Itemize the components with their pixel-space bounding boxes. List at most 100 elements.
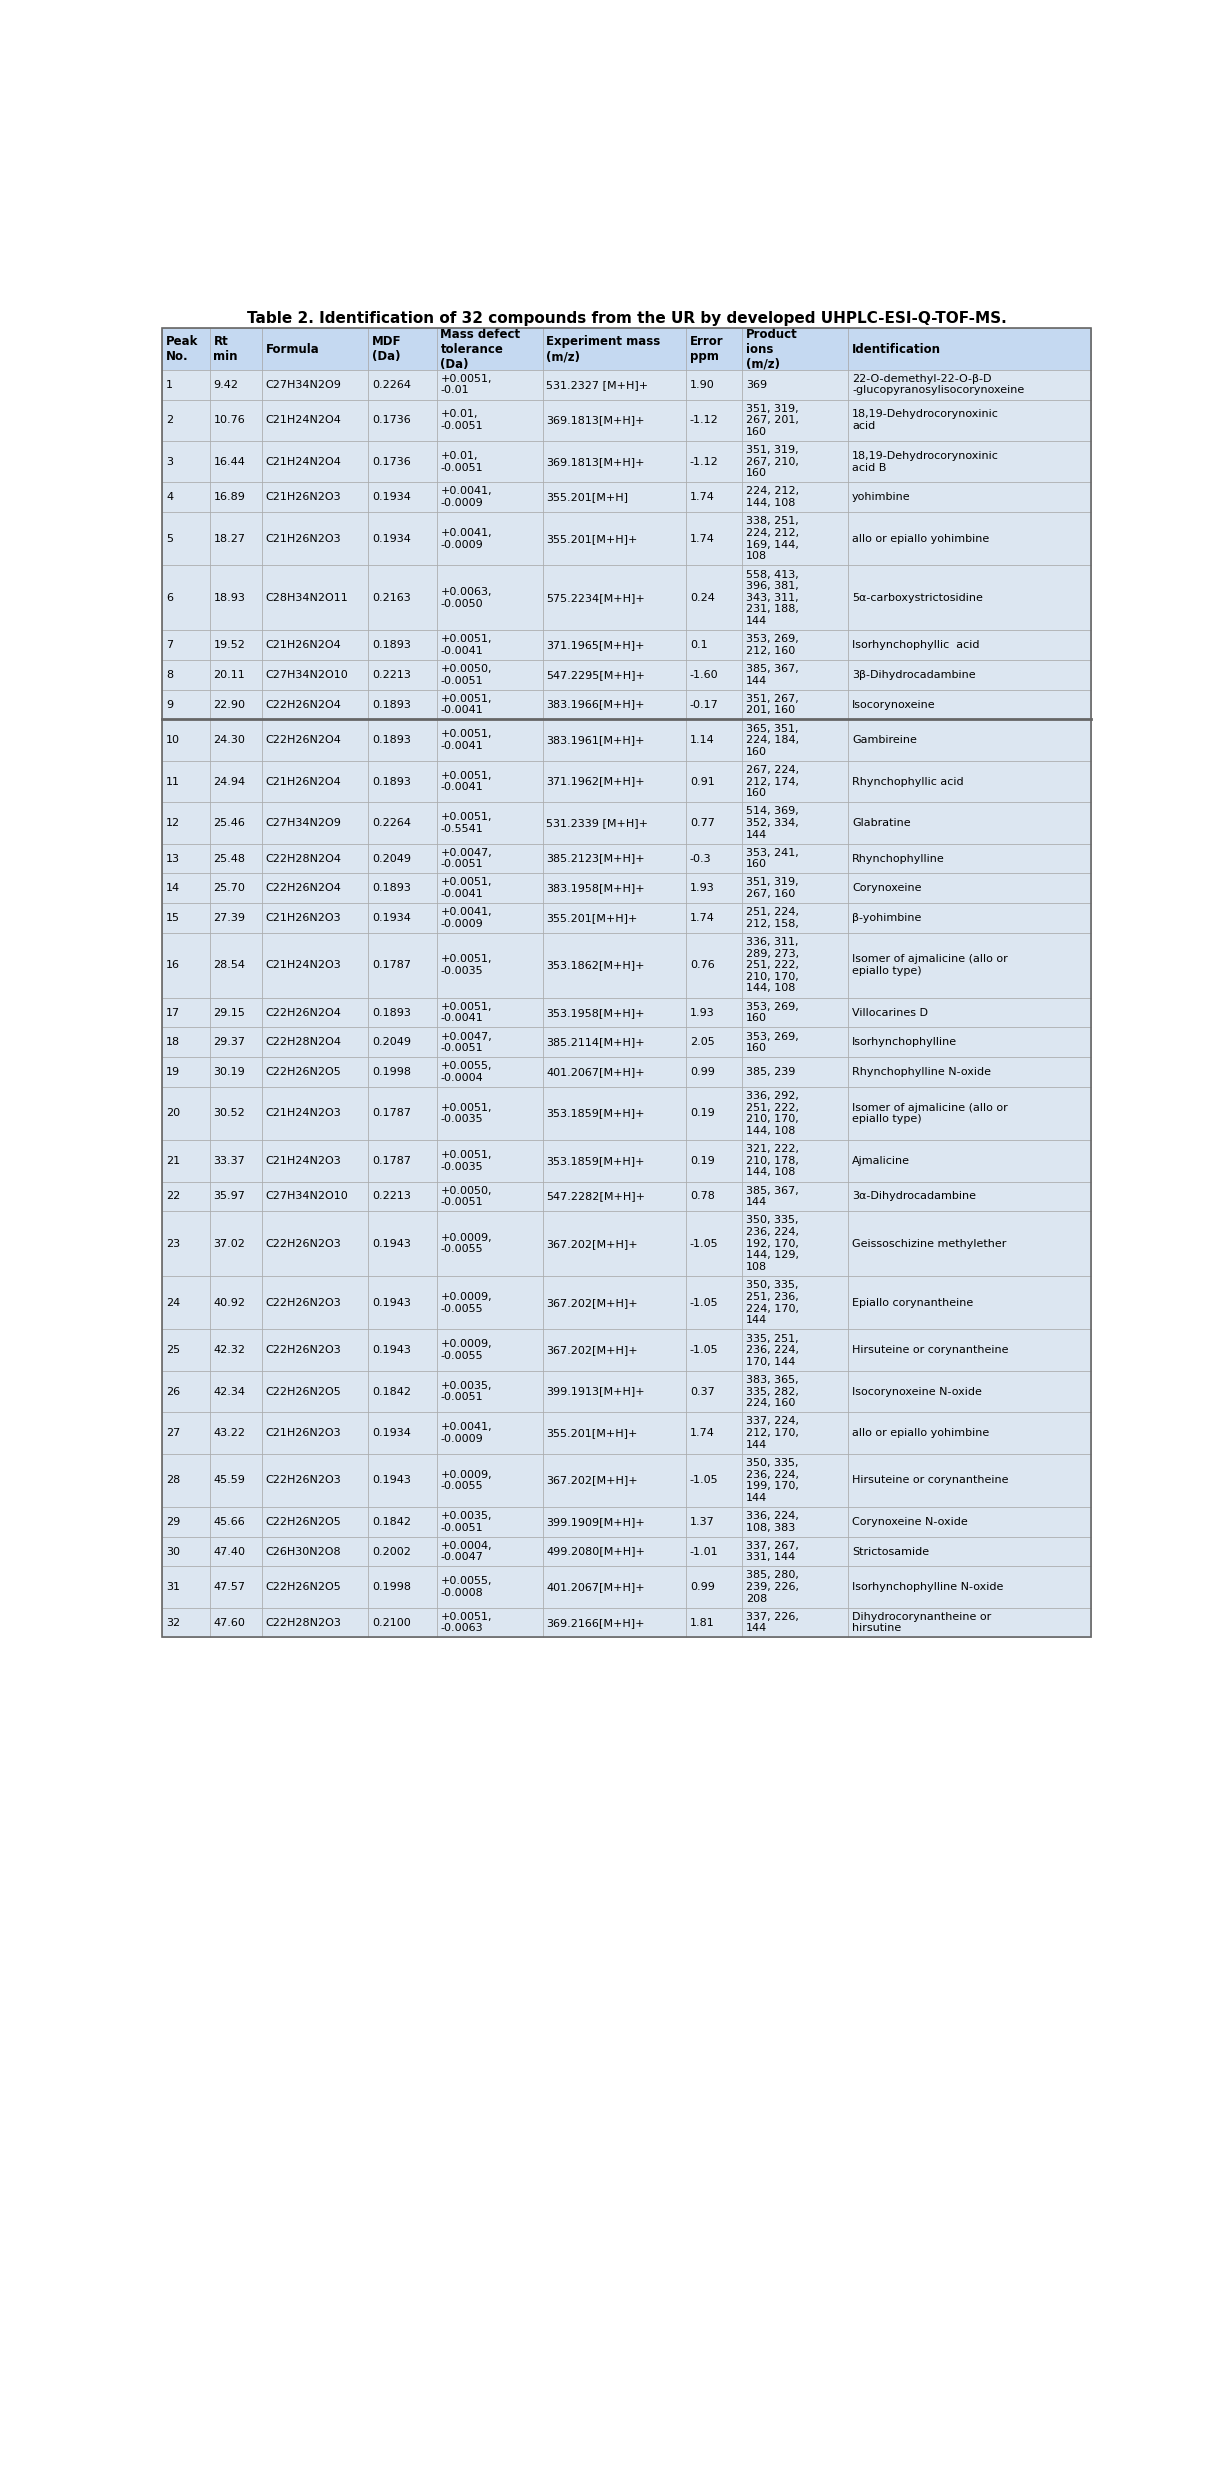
Bar bbox=[742, 804, 849, 843]
Text: Strictosamide: Strictosamide bbox=[852, 1548, 929, 1557]
Text: -1.01: -1.01 bbox=[690, 1548, 719, 1557]
Bar bbox=[163, 932, 209, 997]
Bar bbox=[849, 660, 1091, 689]
Text: 0.1842: 0.1842 bbox=[372, 1386, 411, 1396]
Text: 0.1893: 0.1893 bbox=[372, 883, 411, 893]
Bar bbox=[437, 1329, 543, 1371]
Bar bbox=[209, 997, 262, 1027]
Bar bbox=[209, 1141, 262, 1180]
Bar bbox=[742, 1210, 849, 1277]
Bar bbox=[543, 1453, 686, 1508]
Text: 27.39: 27.39 bbox=[214, 913, 246, 923]
Bar bbox=[686, 630, 742, 660]
Text: 1: 1 bbox=[166, 379, 172, 389]
Text: 321, 222,
210, 178,
144, 108: 321, 222, 210, 178, 144, 108 bbox=[746, 1143, 799, 1178]
Bar bbox=[437, 903, 543, 932]
Bar bbox=[209, 660, 262, 689]
Text: C22H26N2O3: C22H26N2O3 bbox=[265, 1297, 341, 1307]
Text: 1.90: 1.90 bbox=[690, 379, 714, 389]
Text: Error
ppm: Error ppm bbox=[690, 335, 724, 362]
Text: 18.93: 18.93 bbox=[214, 593, 246, 603]
Bar bbox=[209, 1538, 262, 1567]
Bar bbox=[849, 370, 1091, 399]
Bar bbox=[262, 327, 368, 370]
Text: Dihydrocorynantheine or
hirsutine: Dihydrocorynantheine or hirsutine bbox=[852, 1612, 992, 1634]
Text: 399.1909[M+H]+: 399.1909[M+H]+ bbox=[547, 1518, 646, 1528]
Bar bbox=[209, 719, 262, 761]
Bar bbox=[209, 1508, 262, 1538]
Text: 18,19-Dehydrocorynoxinic
acid B: 18,19-Dehydrocorynoxinic acid B bbox=[852, 451, 999, 474]
Bar bbox=[686, 1141, 742, 1180]
Bar bbox=[543, 1141, 686, 1180]
Bar bbox=[742, 1538, 849, 1567]
Text: 0.1787: 0.1787 bbox=[372, 1156, 411, 1166]
Bar bbox=[368, 1180, 437, 1210]
Text: 0.2213: 0.2213 bbox=[372, 670, 411, 680]
Text: 367.202[M+H]+: 367.202[M+H]+ bbox=[547, 1297, 638, 1307]
Text: MDF
(Da): MDF (Da) bbox=[372, 335, 401, 362]
Bar bbox=[163, 843, 209, 873]
Text: C21H26N2O4: C21H26N2O4 bbox=[265, 640, 341, 650]
Text: 16: 16 bbox=[166, 960, 180, 970]
Text: C22H26N2O4: C22H26N2O4 bbox=[265, 699, 341, 709]
Text: 371.1965[M+H]+: 371.1965[M+H]+ bbox=[547, 640, 645, 650]
Bar bbox=[368, 441, 437, 484]
Bar bbox=[163, 873, 209, 903]
Text: 336, 311,
289, 273,
251, 222,
210, 170,
144, 108: 336, 311, 289, 273, 251, 222, 210, 170, … bbox=[746, 937, 799, 994]
Bar bbox=[849, 719, 1091, 761]
Bar bbox=[209, 441, 262, 484]
Text: C21H26N2O4: C21H26N2O4 bbox=[265, 776, 341, 786]
Text: 401.2067[M+H]+: 401.2067[M+H]+ bbox=[547, 1582, 645, 1592]
Bar bbox=[543, 903, 686, 932]
Bar bbox=[368, 1056, 437, 1086]
Bar bbox=[742, 1329, 849, 1371]
Bar bbox=[686, 873, 742, 903]
Text: 45.59: 45.59 bbox=[214, 1476, 246, 1486]
Bar bbox=[849, 804, 1091, 843]
Bar bbox=[543, 630, 686, 660]
Text: 25.46: 25.46 bbox=[214, 818, 246, 828]
Text: 353, 241,
160: 353, 241, 160 bbox=[746, 848, 799, 870]
Bar bbox=[742, 1141, 849, 1180]
Text: 23: 23 bbox=[166, 1238, 180, 1250]
Text: 27: 27 bbox=[166, 1428, 180, 1438]
Text: Isocorynoxeine: Isocorynoxeine bbox=[852, 699, 936, 709]
Bar bbox=[437, 1567, 543, 1607]
Text: yohimbine: yohimbine bbox=[852, 494, 911, 503]
Bar bbox=[543, 1086, 686, 1141]
Bar bbox=[742, 1277, 849, 1329]
Text: Rt
min: Rt min bbox=[214, 335, 238, 362]
Bar bbox=[163, 1056, 209, 1086]
Text: 369.1813[M+H]+: 369.1813[M+H]+ bbox=[547, 414, 645, 424]
Bar bbox=[262, 1371, 368, 1411]
Bar bbox=[742, 399, 849, 441]
Text: C22H26N2O3: C22H26N2O3 bbox=[265, 1344, 341, 1354]
Text: 0.1893: 0.1893 bbox=[372, 776, 411, 786]
Bar bbox=[368, 660, 437, 689]
Text: 1.37: 1.37 bbox=[690, 1518, 714, 1528]
Bar bbox=[686, 1027, 742, 1056]
Text: 224, 212,
144, 108: 224, 212, 144, 108 bbox=[746, 486, 799, 508]
Text: +0.0041,
-0.0009: +0.0041, -0.0009 bbox=[440, 1421, 492, 1443]
Text: 0.2264: 0.2264 bbox=[372, 379, 411, 389]
Text: 336, 292,
251, 222,
210, 170,
144, 108: 336, 292, 251, 222, 210, 170, 144, 108 bbox=[746, 1091, 799, 1136]
Bar bbox=[849, 932, 1091, 997]
Bar bbox=[437, 997, 543, 1027]
Text: C22H26N2O4: C22H26N2O4 bbox=[265, 883, 341, 893]
Bar bbox=[437, 565, 543, 630]
Bar bbox=[742, 327, 849, 370]
Bar bbox=[686, 370, 742, 399]
Text: 0.2049: 0.2049 bbox=[372, 853, 411, 863]
Bar bbox=[686, 399, 742, 441]
Text: 267, 224,
212, 174,
160: 267, 224, 212, 174, 160 bbox=[746, 764, 799, 799]
Bar bbox=[686, 804, 742, 843]
Bar bbox=[686, 1567, 742, 1607]
Text: -0.3: -0.3 bbox=[690, 853, 712, 863]
Bar bbox=[849, 761, 1091, 804]
Bar bbox=[686, 484, 742, 513]
Text: C21H26N2O3: C21H26N2O3 bbox=[265, 533, 341, 543]
Text: C21H24N2O4: C21H24N2O4 bbox=[265, 456, 341, 466]
Bar bbox=[437, 1210, 543, 1277]
Text: 22.90: 22.90 bbox=[214, 699, 246, 709]
Text: 335, 251,
236, 224,
170, 144: 335, 251, 236, 224, 170, 144 bbox=[746, 1334, 799, 1366]
